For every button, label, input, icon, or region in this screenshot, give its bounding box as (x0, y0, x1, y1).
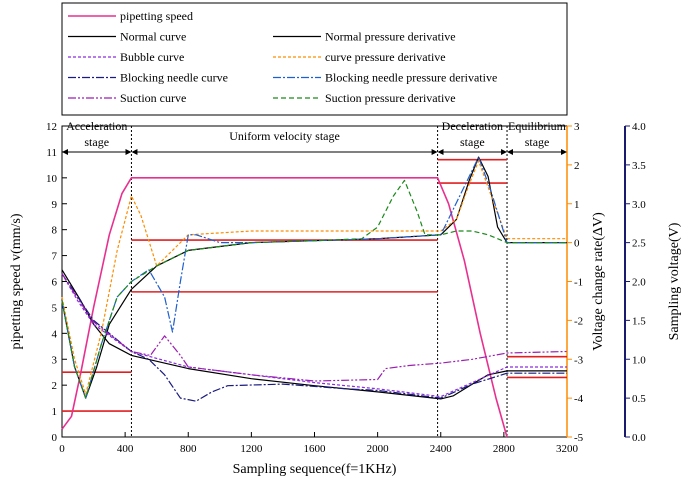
y-right1-tick-label: -2 (574, 315, 583, 327)
stage-sublabel: stage (460, 135, 485, 149)
y-right1-tick-label: 3 (574, 121, 580, 133)
y-right1-tick-label: -5 (574, 432, 584, 444)
series-line-suction-curve (61, 273, 568, 382)
legend-label: curve pressure derivative (325, 50, 446, 64)
y-left-tick-label: 5 (52, 302, 58, 314)
y-right1-axis-label: Voltage change rate(ΔV) (591, 212, 606, 351)
x-tick-label: 400 (117, 443, 134, 455)
y-right2-tick-label: 0.5 (632, 393, 646, 405)
legend-label: Blocking needle curve (120, 71, 228, 85)
y-left-tick-label: 9 (52, 199, 58, 211)
series-line-blocking-needle-pressure-derivative (61, 156, 567, 399)
stage-label: Acceleration (66, 119, 127, 133)
x-tick-label: 2400 (430, 443, 453, 455)
y-right2-tick-label: 3.5 (632, 160, 646, 172)
y-right1-tick-label: 0 (574, 238, 580, 250)
y-right2-tick-label: 2.5 (632, 238, 646, 250)
series-line-blocking-needle-curve (61, 273, 567, 402)
legend-label: Normal curve (120, 30, 186, 44)
y-left-tick-label: 4 (52, 328, 58, 340)
y-left-tick-label: 7 (52, 251, 58, 263)
y-right2-tick-label: 1.0 (632, 354, 646, 366)
y-left-tick-label: 11 (46, 147, 57, 159)
stage-label: Equilibrium (508, 119, 567, 133)
x-axis-label: Sampling sequence(f=1KHz) (233, 462, 397, 477)
legend-label: Normal pressure derivative (325, 30, 456, 44)
y-left-tick-label: 3 (52, 354, 58, 366)
y-right2-tick-label: 0.0 (632, 432, 646, 444)
x-tick-label: 2800 (493, 443, 516, 455)
y-right1-tick-label: 2 (574, 160, 580, 172)
y-right2-axis-label: Sampling voltage(V) (667, 222, 682, 340)
y-left-tick-label: 8 (52, 225, 58, 237)
y-right1-tick-label: -3 (574, 354, 584, 366)
series-line-bubble-curve (61, 273, 567, 398)
y-right1-tick-label: 1 (574, 199, 580, 211)
x-tick-label: 1600 (304, 443, 327, 455)
legend-label: Suction pressure derivative (325, 91, 456, 105)
legend-label: Blocking needle pressure derivative (325, 71, 497, 85)
legend-label: Bubble curve (120, 50, 184, 64)
x-tick-label: 800 (180, 443, 197, 455)
stage-label: Deceleration (442, 119, 503, 133)
y-right2-tick-label: 3.0 (632, 199, 646, 211)
y-left-tick-label: 10 (46, 173, 58, 185)
legend-label: Suction curve (120, 91, 186, 105)
stage-label: Uniform velocity stage (229, 129, 340, 143)
y-right1-tick-label: -4 (574, 393, 584, 405)
y-left-tick-label: 12 (46, 121, 57, 133)
y-right2-tick-label: 1.5 (632, 315, 646, 327)
stage-sublabel: stage (84, 135, 109, 149)
y-left-tick-label: 1 (52, 406, 58, 418)
series-line-curve-pressure-derivative (61, 160, 567, 395)
y-left-axis-label: pipetting speed v(mm/s) (9, 213, 24, 349)
y-left-tick-label: 2 (52, 380, 58, 392)
x-tick-label: 2000 (367, 443, 390, 455)
stage-sublabel: stage (525, 135, 550, 149)
y-right1-tick-label: -1 (574, 277, 583, 289)
series-line-pipetting-speed (61, 177, 508, 438)
x-tick-label: 3200 (556, 443, 579, 455)
y-left-tick-label: 6 (52, 277, 58, 289)
series-line-suction-pressure-derivative (61, 179, 567, 399)
x-tick-label: 1200 (240, 443, 263, 455)
x-tick-label: 0 (59, 443, 65, 455)
y-right2-tick-label: 2.0 (632, 277, 646, 289)
plot-frame (61, 125, 568, 438)
legend-box (61, 2, 568, 116)
legend-label: pipetting speed (120, 9, 193, 23)
y-right2-tick-label: 4.0 (632, 121, 646, 133)
y-left-tick-label: 0 (52, 432, 58, 444)
